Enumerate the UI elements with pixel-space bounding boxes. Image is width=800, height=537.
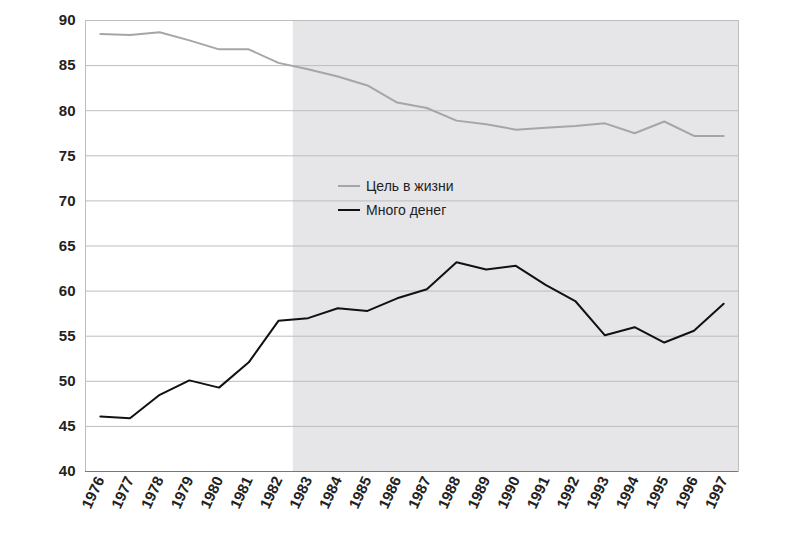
svg-text:1986: 1986: [375, 474, 405, 511]
svg-text:60: 60: [59, 282, 76, 299]
svg-text:70: 70: [59, 192, 76, 209]
svg-text:1992: 1992: [553, 474, 583, 511]
svg-text:1984: 1984: [315, 473, 345, 511]
svg-text:90: 90: [59, 11, 76, 28]
svg-text:40: 40: [59, 462, 76, 479]
svg-text:1993: 1993: [582, 474, 612, 511]
svg-text:1977: 1977: [108, 474, 138, 511]
svg-text:1994: 1994: [612, 473, 642, 511]
svg-text:85: 85: [59, 56, 76, 73]
svg-text:80: 80: [59, 102, 76, 119]
svg-text:1980: 1980: [197, 474, 227, 511]
html-text:Цель в жизни: Цель в жизни: [366, 178, 454, 194]
svg-text:1990: 1990: [493, 474, 523, 511]
svg-text:1982: 1982: [256, 474, 286, 511]
svg-text:1983: 1983: [286, 474, 316, 511]
svg-text:1996: 1996: [672, 474, 702, 511]
svg-text:45: 45: [59, 417, 76, 434]
svg-text:1976: 1976: [78, 474, 108, 511]
svg-text:1988: 1988: [434, 474, 464, 511]
html-text:Много денег: Много денег: [366, 202, 447, 218]
svg-text:1978: 1978: [137, 474, 167, 511]
svg-text:55: 55: [59, 327, 76, 344]
svg-text:1989: 1989: [464, 474, 494, 511]
svg-text:1997: 1997: [701, 474, 731, 511]
svg-text:1987: 1987: [404, 474, 434, 511]
svg-text:65: 65: [59, 237, 76, 254]
svg-text:75: 75: [59, 147, 76, 164]
svg-text:1981: 1981: [226, 474, 256, 511]
svg-text:1985: 1985: [345, 474, 375, 511]
svg-text:50: 50: [59, 372, 76, 389]
svg-text:1991: 1991: [523, 474, 553, 511]
svg-text:1995: 1995: [642, 474, 672, 511]
svg-text:1979: 1979: [167, 474, 197, 511]
